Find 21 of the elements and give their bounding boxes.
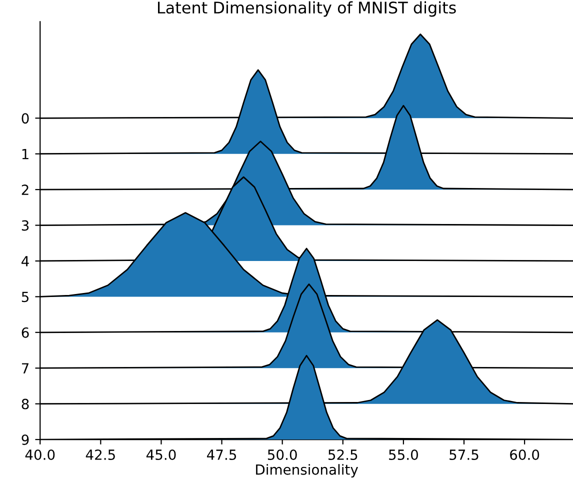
x-tick-label: 57.5 <box>450 450 478 460</box>
x-tick-label: 45.0 <box>146 449 176 460</box>
y-tick-label: 1 <box>22 149 28 160</box>
x-tick-label: 60.0 <box>510 449 540 460</box>
y-tick-label: 5 <box>22 292 28 302</box>
x-tick-label: 55.0 <box>389 449 418 460</box>
x-tick-label: 50.0 <box>268 449 297 460</box>
x-tick-label: 47.5 <box>206 450 236 460</box>
y-tick-label: 2 <box>22 184 28 195</box>
x-tick-label: 42.5 <box>86 449 115 460</box>
y-tick-label: 7 <box>22 363 29 374</box>
y-tick-label: 6 <box>22 327 29 338</box>
x-tick-label: 52.5 <box>328 449 358 460</box>
y-tick-label: 4 <box>22 256 29 266</box>
x-tick-label: 40.0 <box>25 449 55 460</box>
y-tick-label: 8 <box>22 398 29 410</box>
x-axis-title: Dimensionality <box>256 464 358 478</box>
chart-title: Latent Dimensionality of MNIST digits <box>158 1 456 17</box>
y-tick-label: 9 <box>22 434 29 446</box>
y-tick-label: 0 <box>22 113 29 124</box>
y-tick-label: 3 <box>22 220 29 231</box>
